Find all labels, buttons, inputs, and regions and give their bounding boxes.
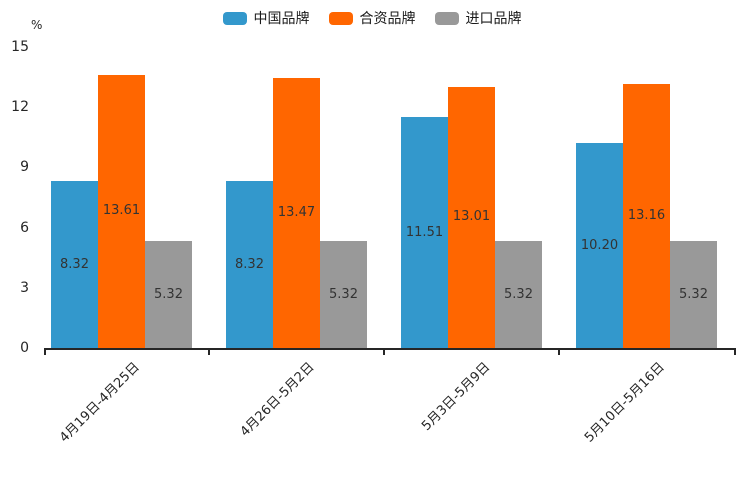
- x-axis-tick: [734, 348, 736, 355]
- x-axis-tick: [208, 348, 210, 355]
- x-axis-tick: [44, 348, 46, 355]
- bar-value-label: 13.16: [627, 207, 666, 223]
- legend: 中国品牌 合资品牌 进口品牌: [0, 8, 744, 28]
- bar-value-label: 8.32: [60, 256, 89, 272]
- x-axis-tick: [383, 348, 385, 355]
- legend-swatch-icon: [328, 11, 353, 25]
- bar-s2-c1: [320, 241, 367, 348]
- legend-label: 中国品牌: [253, 11, 310, 27]
- bar-s1-c2: [448, 86, 495, 348]
- bar-s1-c3: [623, 83, 670, 348]
- y-axis-tick-label: 15: [11, 39, 29, 55]
- x-axis-label: 4月26日-5月2日: [237, 359, 318, 440]
- bar-value-label: 5.32: [679, 286, 708, 302]
- legend-swatch-icon: [434, 11, 459, 25]
- legend-item-s1: 合资品牌: [328, 8, 416, 28]
- bar-s1-c1: [273, 77, 320, 348]
- legend-item-s0: 中国品牌: [222, 8, 310, 28]
- bar-value-label: 13.61: [102, 203, 141, 219]
- x-axis-tick: [558, 348, 560, 355]
- bar-s1-c0: [98, 74, 145, 348]
- bar-value-label: 11.51: [405, 224, 444, 240]
- bar-s2-c3: [670, 241, 717, 348]
- y-axis-tick-label: 9: [20, 159, 29, 176]
- bar-value-label: 13.47: [277, 204, 316, 220]
- bar-s2-c0: [145, 241, 192, 348]
- y-axis-tick-label: 6: [20, 219, 29, 236]
- y-axis-tick-label: 3: [20, 279, 29, 296]
- x-axis-label: 4月19日-4月25日: [57, 359, 143, 446]
- legend-label: 进口品牌: [465, 11, 522, 27]
- x-axis-line: [44, 348, 736, 350]
- bar-value-label: 10.20: [580, 237, 619, 253]
- y-axis-unit-label: %: [31, 18, 43, 32]
- bar-s2-c2: [495, 241, 542, 348]
- bar-value-label: 5.32: [329, 286, 358, 302]
- bar-s0-c3: [576, 143, 623, 348]
- legend-label: 合资品牌: [359, 11, 416, 27]
- bar-value-label: 5.32: [154, 286, 183, 302]
- bar-value-label: 5.32: [504, 286, 533, 302]
- y-axis-tick-label: 0: [20, 340, 29, 356]
- legend-swatch-icon: [222, 11, 247, 25]
- bar-value-label: 13.01: [452, 209, 491, 225]
- y-axis-tick-label: 12: [11, 99, 29, 116]
- bar-s0-c2: [401, 117, 448, 348]
- legend-item-s2: 进口品牌: [434, 8, 522, 28]
- bar-s0-c1: [226, 181, 273, 348]
- bar-s0-c0: [51, 181, 98, 348]
- x-axis-label: 5月3日-5月9日: [418, 359, 493, 434]
- x-axis-label: 5月10日-5月16日: [582, 359, 668, 446]
- bar-value-label: 8.32: [235, 256, 264, 272]
